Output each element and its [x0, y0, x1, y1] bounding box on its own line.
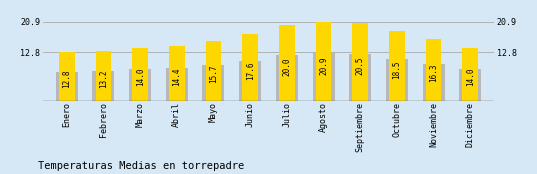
Text: 14.0: 14.0	[466, 68, 475, 86]
Text: 20.5: 20.5	[355, 57, 365, 75]
Text: 18.5: 18.5	[393, 60, 401, 79]
Text: 15.7: 15.7	[209, 65, 218, 83]
Text: 16.3: 16.3	[429, 64, 438, 82]
Text: 12.8: 12.8	[62, 70, 71, 88]
Bar	[462, 48, 478, 101]
Bar	[279, 25, 295, 101]
Text: 13.2: 13.2	[99, 69, 108, 88]
Bar	[132, 48, 148, 101]
Bar	[349, 54, 371, 101]
Bar	[316, 22, 331, 101]
Bar	[313, 53, 335, 101]
Text: 17.6: 17.6	[245, 62, 255, 80]
Text: 14.0: 14.0	[136, 68, 144, 86]
Bar	[56, 72, 78, 101]
Bar	[423, 64, 445, 101]
Bar	[202, 65, 224, 101]
Bar	[59, 52, 75, 101]
Bar	[352, 23, 368, 101]
Bar	[239, 61, 261, 101]
Bar	[96, 51, 111, 101]
Text: 20.0: 20.0	[282, 58, 292, 76]
Bar	[389, 31, 405, 101]
Bar	[206, 41, 221, 101]
Bar	[242, 34, 258, 101]
Bar	[169, 46, 185, 101]
Bar	[386, 59, 408, 101]
Text: Temperaturas Medias en torrepadre: Temperaturas Medias en torrepadre	[38, 161, 244, 171]
Bar	[166, 68, 188, 101]
Text: 14.4: 14.4	[172, 67, 182, 86]
Bar	[129, 69, 151, 101]
Bar	[459, 69, 481, 101]
Bar	[426, 39, 441, 101]
Bar	[276, 56, 298, 101]
Bar	[92, 71, 114, 101]
Text: 20.9: 20.9	[319, 56, 328, 74]
